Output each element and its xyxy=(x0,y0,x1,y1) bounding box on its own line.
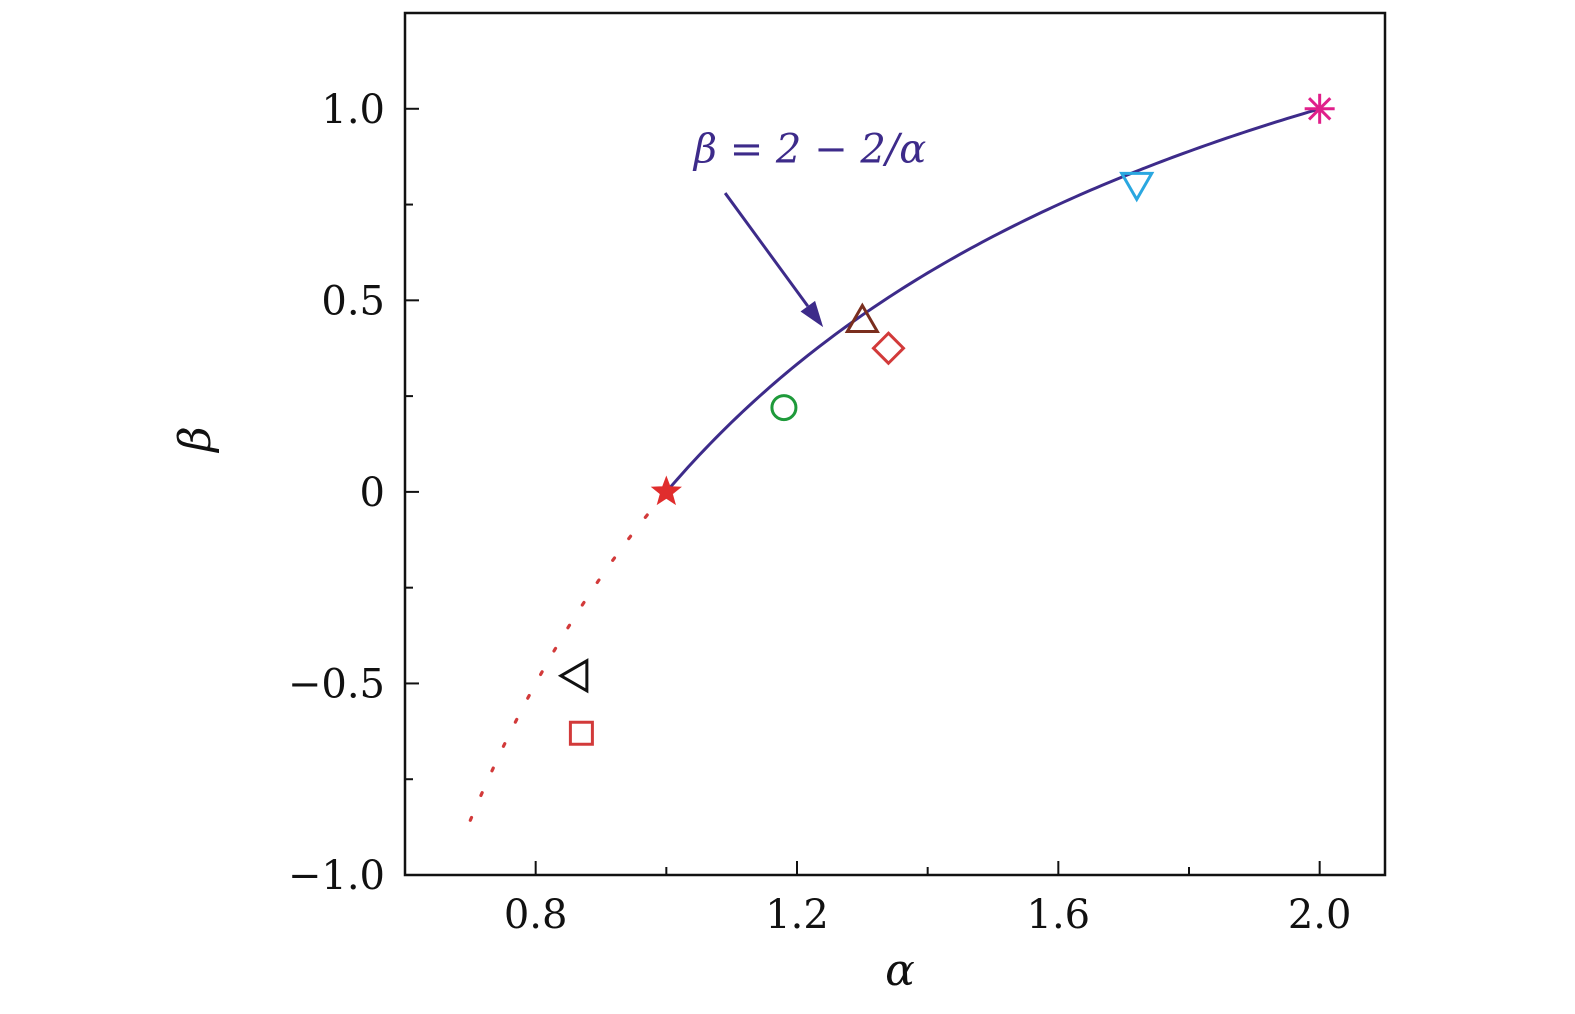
data-points xyxy=(557,93,1335,746)
marker-star xyxy=(650,475,682,506)
marker-triangle-up xyxy=(844,302,880,333)
marker-circle xyxy=(770,394,798,422)
axis-ticks xyxy=(405,107,1321,876)
y-tick-label: −0.5 xyxy=(288,661,385,707)
annotation-arrow xyxy=(723,192,810,308)
y-tick-label: −1.0 xyxy=(288,853,385,899)
marker-square xyxy=(568,720,594,746)
y-tick-label: 0.5 xyxy=(321,278,385,324)
marker-asterisk xyxy=(1304,93,1335,124)
x-tick-label: 0.8 xyxy=(504,892,568,938)
annotation-arrow-head xyxy=(800,300,824,328)
y-tick-label: 0 xyxy=(360,470,385,516)
y-tick-label: 1.0 xyxy=(321,87,385,133)
curve-solid xyxy=(665,107,1321,493)
x-axis-title: α xyxy=(885,945,915,996)
marker-triangle-down xyxy=(1119,171,1155,203)
x-tick-label: 1.6 xyxy=(1027,892,1091,938)
curve-formula-label: β = 2 − 2/α xyxy=(692,126,926,172)
asterisk-stroke xyxy=(1307,97,1332,121)
plot-frame xyxy=(403,11,1387,877)
marker-diamond xyxy=(871,331,906,366)
formula-annotation: β = 2 − 2/α xyxy=(692,126,926,328)
marker-triangle-left xyxy=(557,658,589,694)
curve-dotted-extension xyxy=(468,490,668,822)
tick-labels: 0.8 1.2 1.6 2.0 −1.0 −0.5 0 0.5 1.0 xyxy=(288,87,1352,938)
y-axis-title: β xyxy=(170,426,221,453)
x-tick-label: 1.2 xyxy=(765,892,829,938)
x-tick-label: 2.0 xyxy=(1288,892,1352,938)
